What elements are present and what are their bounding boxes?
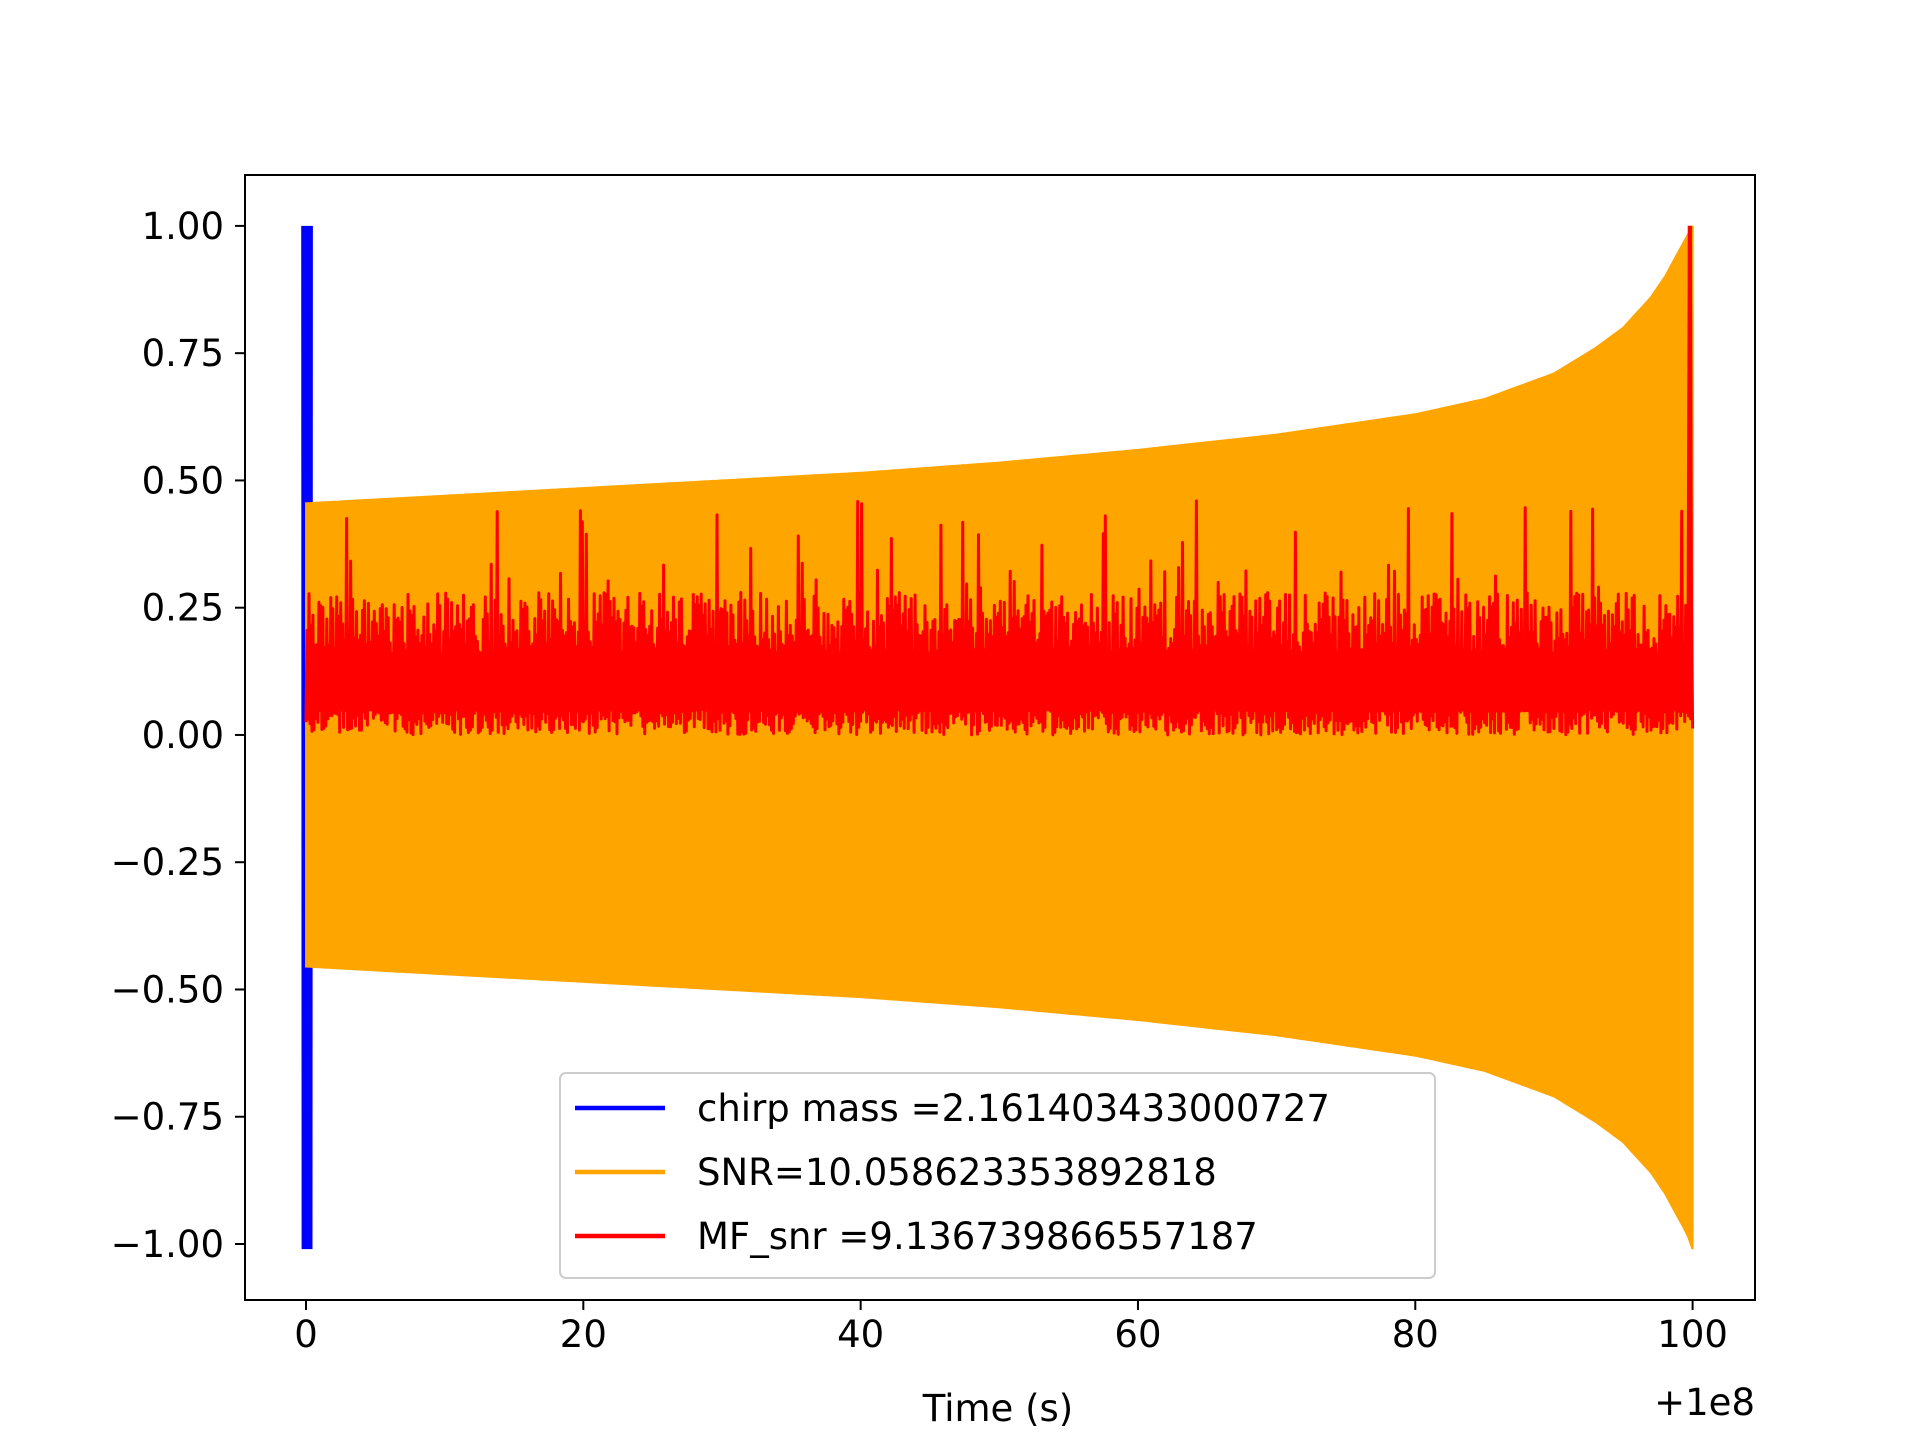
y-tick-label: 1.00 — [142, 205, 224, 248]
x-tick-label: 80 — [1392, 1313, 1439, 1356]
x-tick-label: 20 — [560, 1313, 607, 1356]
y-tick-label: −0.50 — [111, 968, 224, 1011]
x-axis-offset-label: +1e8 — [1654, 1381, 1755, 1424]
y-tick-label: 0.00 — [142, 714, 224, 757]
y-tick-label: −0.75 — [111, 1096, 224, 1139]
y-tick-label: 0.25 — [142, 587, 224, 630]
series-mf-snr-peak — [1687, 225, 1694, 685]
series-mf-snr-line — [304, 499, 1695, 737]
x-axis-label: Time (s) — [922, 1387, 1073, 1430]
series-snr-waveform — [305, 225, 1694, 1250]
series-chirp-mass-line — [301, 225, 313, 1250]
plot-area — [301, 225, 1695, 1250]
y-axis: 1.00 0.75 0.50 0.25 0.00 −0.25 −0.50 −0.75 −1.00 — [111, 205, 245, 1266]
y-tick-label: −1.00 — [111, 1223, 224, 1266]
y-tick-label: 0.75 — [142, 332, 224, 375]
x-tick-label: 100 — [1657, 1313, 1728, 1356]
legend-label-snr: SNR=10.058623353892818 — [697, 1151, 1217, 1194]
y-tick-label: 0.50 — [142, 459, 224, 502]
legend-label-mf-snr: MF_snr =9.136739866557187 — [697, 1215, 1258, 1258]
x-axis: 0 20 40 60 80 100 — [294, 1300, 1728, 1356]
legend-label-chirp-mass: chirp mass =2.161403433000727 — [697, 1087, 1330, 1130]
x-tick-label: 40 — [837, 1313, 884, 1356]
axes-frame — [244, 174, 1756, 1301]
x-tick-label: 60 — [1114, 1313, 1161, 1356]
legend: chirp mass =2.161403433000727 SNR=10.058… — [559, 1072, 1436, 1279]
legend-box — [559, 1072, 1436, 1279]
y-tick-label: −0.25 — [111, 841, 224, 884]
x-tick-label: 0 — [294, 1313, 318, 1356]
